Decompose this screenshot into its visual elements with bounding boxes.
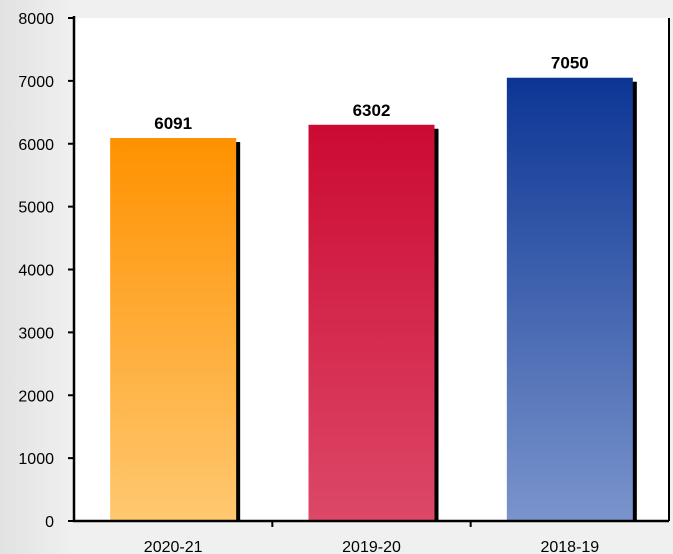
data-label: 7050 xyxy=(551,54,589,73)
y-tick-label: 8000 xyxy=(18,11,54,28)
bar-2019-20 xyxy=(308,124,435,521)
category-label: 2018-19 xyxy=(540,539,599,554)
axes xyxy=(68,16,670,527)
y-tick-label: 6000 xyxy=(18,137,54,154)
data-label: 6091 xyxy=(154,114,192,133)
bar-2020-21 xyxy=(110,138,237,521)
y-tick-label: 4000 xyxy=(18,263,54,280)
category-label: 2020-21 xyxy=(144,539,203,554)
y-tick-label: 5000 xyxy=(18,200,54,217)
y-tick-label: 3000 xyxy=(18,325,54,342)
data-label: 6302 xyxy=(353,101,391,120)
y-tick-label: 1000 xyxy=(18,451,54,468)
category-label: 2019-20 xyxy=(342,539,401,554)
bars xyxy=(110,77,637,521)
y-tick-label: 2000 xyxy=(18,388,54,405)
y-tick-label: 0 xyxy=(45,514,54,531)
bar-2018-19 xyxy=(506,77,633,521)
labels: 6091 2020-21 6302 2019-20 7050 2018-19 0 1000 20… xyxy=(18,11,599,554)
y-tick-label: 7000 xyxy=(18,74,54,91)
